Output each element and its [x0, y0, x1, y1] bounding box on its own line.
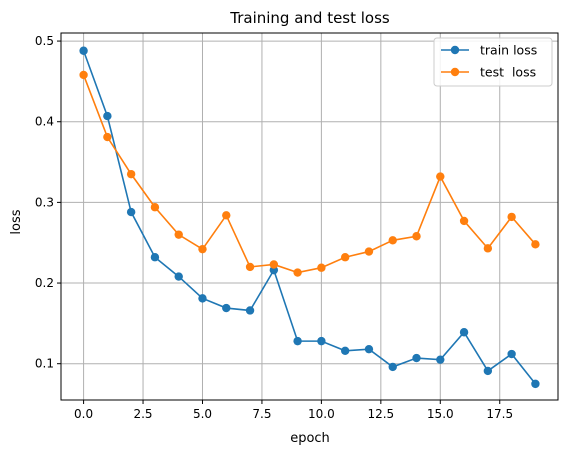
x-tick-label: 5.0 — [193, 407, 212, 421]
y-tick-label: 0.1 — [35, 357, 54, 371]
data-point — [340, 346, 350, 355]
series-line — [82, 50, 537, 385]
series-train-loss — [79, 46, 540, 389]
legend-marker — [450, 67, 460, 77]
data-point — [364, 247, 374, 256]
data-point — [198, 244, 207, 254]
data-point — [198, 294, 207, 303]
legend-label: train loss — [480, 43, 537, 58]
data-point — [340, 253, 350, 262]
data-point — [245, 262, 255, 272]
data-point — [245, 306, 255, 315]
data-point — [436, 355, 445, 364]
data-point — [79, 70, 88, 80]
data-point — [150, 253, 160, 262]
data-point — [317, 263, 326, 272]
data-point — [293, 268, 302, 277]
data-point — [412, 232, 421, 241]
data-point — [388, 236, 397, 245]
data-point — [436, 172, 445, 181]
data-point — [103, 111, 112, 121]
data-point — [103, 132, 112, 142]
data-point — [507, 212, 516, 222]
y-tick-label: 0.2 — [35, 276, 54, 290]
data-point — [174, 230, 183, 239]
y-tick-label: 0.4 — [35, 115, 54, 129]
data-point — [459, 328, 469, 337]
axis-ticks: 0.0 2.5 5.0 7.5 10.0 12.5 15.0 17.5 0.1 0.2 0.3 0.4… — [35, 34, 513, 421]
data-point — [126, 169, 136, 179]
data-point — [269, 260, 279, 269]
data-point — [459, 216, 469, 226]
x-axis-label: epoch — [290, 431, 330, 446]
series-layer — [79, 46, 540, 389]
x-tick-label: 10.0 — [308, 407, 335, 421]
data-point — [222, 211, 231, 220]
y-tick-label: 0.3 — [35, 195, 54, 209]
x-tick-label: 15.0 — [427, 407, 454, 421]
data-point — [222, 303, 231, 313]
data-point — [412, 353, 421, 363]
x-tick-label: 12.5 — [367, 407, 394, 421]
x-tick-label: 2.5 — [133, 407, 152, 421]
data-point — [174, 272, 183, 281]
data-point — [531, 379, 540, 389]
x-tick-label: 0.0 — [74, 407, 93, 421]
chart-title: Training and test loss — [229, 9, 390, 27]
y-axis-label: loss — [9, 209, 24, 234]
data-point — [126, 207, 136, 217]
y-tick-label: 0.5 — [35, 34, 54, 48]
legend: train loss test loss — [433, 37, 553, 87]
data-point — [293, 336, 302, 346]
data-point — [531, 240, 540, 249]
data-point — [483, 244, 493, 253]
data-point — [507, 349, 516, 359]
data-point — [388, 362, 397, 372]
x-tick-label: 7.5 — [252, 407, 271, 421]
data-point — [317, 336, 326, 346]
series-test-loss — [79, 70, 540, 277]
grid-lines — [61, 33, 558, 400]
x-tick-label: 17.5 — [486, 407, 513, 421]
data-point — [364, 344, 374, 354]
data-point — [483, 366, 493, 376]
legend-label: test loss — [480, 65, 536, 80]
series-line — [82, 74, 537, 274]
data-point — [79, 46, 88, 55]
axes-frame — [60, 32, 559, 401]
data-point — [150, 203, 160, 212]
legend-marker — [450, 45, 460, 55]
